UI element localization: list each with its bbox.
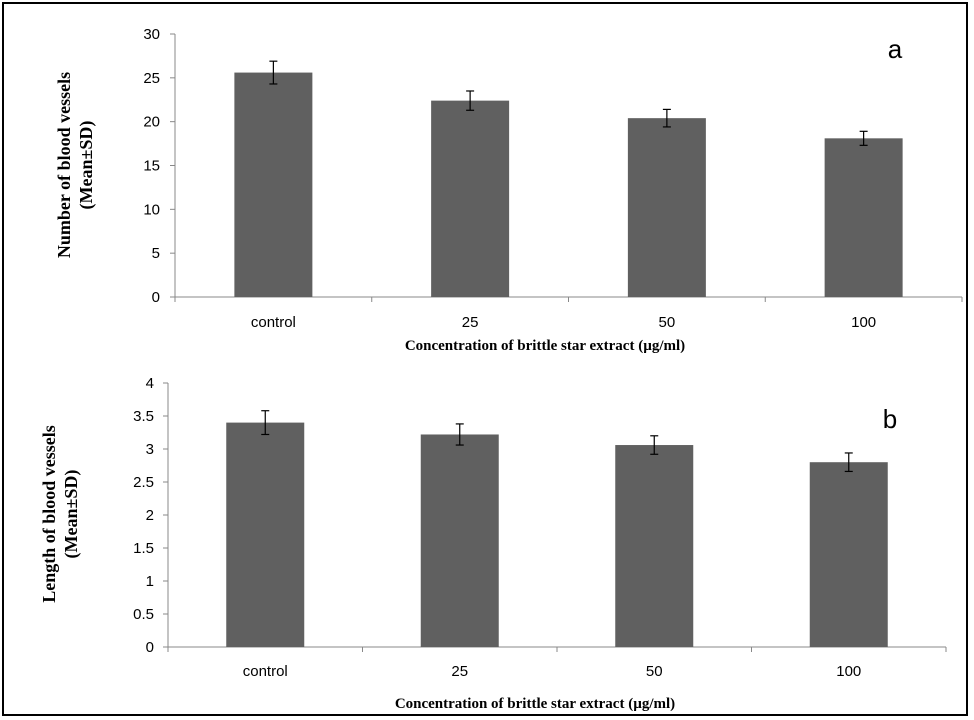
panel-b-y-tick-label: 4 <box>146 375 154 392</box>
panel-a-category-label: control <box>251 314 296 331</box>
panel-a-y-axis-title-line: Number of blood vessels <box>54 72 74 258</box>
panel-b-category-label: control <box>243 663 288 680</box>
panel-b-y-axis-title-line: Length of blood vessels <box>39 425 59 603</box>
panel-b-bar-100 <box>809 462 888 647</box>
panel-a-y-tick-label: 0 <box>152 289 160 306</box>
panel-a-error-bar-100 <box>859 130 868 146</box>
panel-a-y-tick-label: 30 <box>143 26 160 43</box>
panel-b-y-tick-label: 2.5 <box>133 474 154 491</box>
panel-a-bar-50 <box>627 118 706 297</box>
panel-b-y-tick-label: 0.5 <box>133 606 154 623</box>
panel-a-category-label: 50 <box>659 314 676 331</box>
panel-a-category-label: 100 <box>851 314 876 331</box>
panel-a-y-tick-label: 15 <box>143 158 160 175</box>
panel-b-category-label: 25 <box>451 663 468 680</box>
panel-a-x-axis-title: Concentration of brittle star extract (µ… <box>405 338 685 354</box>
panel-a-y-axis-title: Number of blood vessels (Mean±SD) <box>54 72 97 258</box>
panel-a-bar-100 <box>824 138 903 297</box>
panel-a-error-bar-50 <box>662 108 671 128</box>
panel-a-error-bar-control <box>269 60 278 85</box>
panel-b-y-tick-label: 0 <box>146 639 154 656</box>
panel-b-error-bar-100 <box>844 452 853 473</box>
panel-b-y-tick-label: 3.5 <box>133 408 154 425</box>
panel-a-bar-25 <box>431 100 510 297</box>
panel-b-category-label: 100 <box>836 663 861 680</box>
panel-a-y-tick-label: 20 <box>143 114 160 131</box>
panel-b-category-label: 50 <box>646 663 663 680</box>
panel-a-y-tick-label: 25 <box>143 70 160 87</box>
panel-a-category-label: 25 <box>462 314 479 331</box>
panel-b-length-of-blood-vessels: 0 0.5 1 1.5 2 2.5 3 3.5 4 control 25 50 100 Concentra… <box>39 375 947 712</box>
panel-b-error-bar-control <box>261 410 270 436</box>
panel-b-bar-50 <box>615 445 694 647</box>
panel-b-y-tick-label: 1.5 <box>133 540 154 557</box>
panel-a-y-axis-title-line: (Mean±SD) <box>76 121 97 210</box>
panel-b-y-tick-label: 1 <box>146 573 154 590</box>
panel-a-y-tick-label: 5 <box>152 245 160 262</box>
panel-b-letter: b <box>883 404 897 434</box>
panel-b-error-bar-50 <box>650 435 659 455</box>
panel-b-error-bar-25 <box>455 423 464 446</box>
panel-b-x-axis-title: Concentration of brittle star extract (µ… <box>395 696 675 712</box>
panel-b-bar-25 <box>420 434 499 647</box>
panel-a-letter: a <box>888 34 903 64</box>
panel-b-bar-control <box>226 422 305 647</box>
panel-a-y-tick-label: 10 <box>143 201 160 218</box>
panel-a-bar-control <box>234 72 313 297</box>
panel-a-number-of-blood-vessels: 0 5 10 15 20 25 30 control 25 50 100 Concentration … <box>54 26 963 354</box>
panel-b-y-axis-title-line: (Mean±SD) <box>61 470 82 559</box>
panel-a-error-bar-25 <box>466 90 475 111</box>
panel-b-y-tick-label: 2 <box>146 507 154 524</box>
panel-b-y-tick-label: 3 <box>146 441 154 458</box>
panel-b-y-axis-title: Length of blood vessels (Mean±SD) <box>39 425 82 603</box>
